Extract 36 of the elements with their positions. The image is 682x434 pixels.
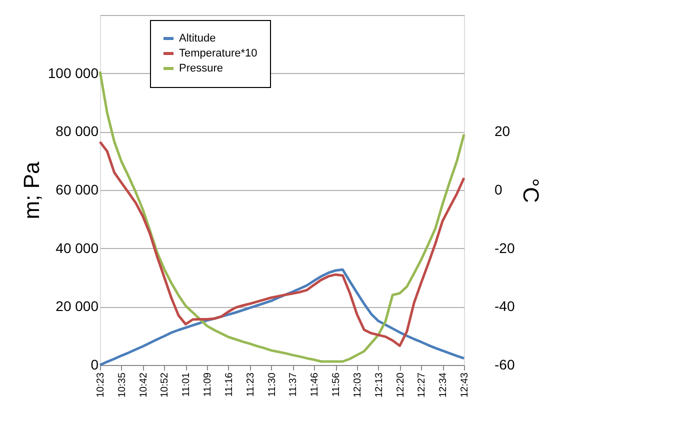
x-tick-label: 12:03: [352, 372, 364, 398]
line-series: [98, 140, 466, 347]
y-tick-label: 100 000: [48, 64, 99, 81]
y2-tick-label: 0: [494, 182, 502, 198]
legend-label: Altitude: [179, 32, 216, 44]
y-tick-label: 40 000: [56, 240, 99, 256]
y-tick-label: 20 000: [56, 298, 99, 314]
x-tick-label: 12:13: [374, 372, 385, 398]
y2-tick-label: -60: [494, 356, 515, 372]
x-tick-label: 11:46: [310, 372, 321, 397]
x-tick-label: 10:42: [138, 372, 150, 398]
line-series: [98, 70, 466, 363]
x-tick-label: 12:27: [416, 372, 428, 398]
x-tick-label: 10:23: [96, 372, 106, 398]
x-tick-label: 11:56: [331, 372, 342, 397]
x-tick-label: 12:20: [395, 372, 406, 398]
y-tick-label: 0: [90, 356, 99, 372]
y2-axis-title: °C: [518, 178, 544, 203]
y-tick-label: 80 000: [56, 123, 99, 140]
y2-tick-label: 20: [494, 123, 510, 140]
x-tick-label: 10:35: [116, 372, 128, 398]
y2-tick-label: -40: [494, 298, 515, 314]
x-tick-label: 12:34: [438, 372, 450, 398]
x-tick-label: 11:30: [266, 372, 278, 397]
legend-label: Pressure: [179, 62, 224, 74]
y-tick-label: 60 000: [56, 182, 99, 198]
x-tick-label: 11:09: [202, 372, 214, 397]
y2-tick-label: -20: [494, 240, 515, 256]
x-tick-label: 11:23: [245, 372, 256, 397]
x-tick-label: 11:01: [181, 372, 192, 397]
x-tick-label: 11:16: [224, 372, 235, 397]
x-tick-label: 10:52: [160, 372, 171, 398]
y-axis-title: m; Pa: [18, 161, 44, 220]
x-tick-label: 12:43: [460, 372, 470, 398]
legend-label: Temperature*10: [179, 48, 258, 60]
x-tick-label: 11:37: [288, 372, 300, 397]
